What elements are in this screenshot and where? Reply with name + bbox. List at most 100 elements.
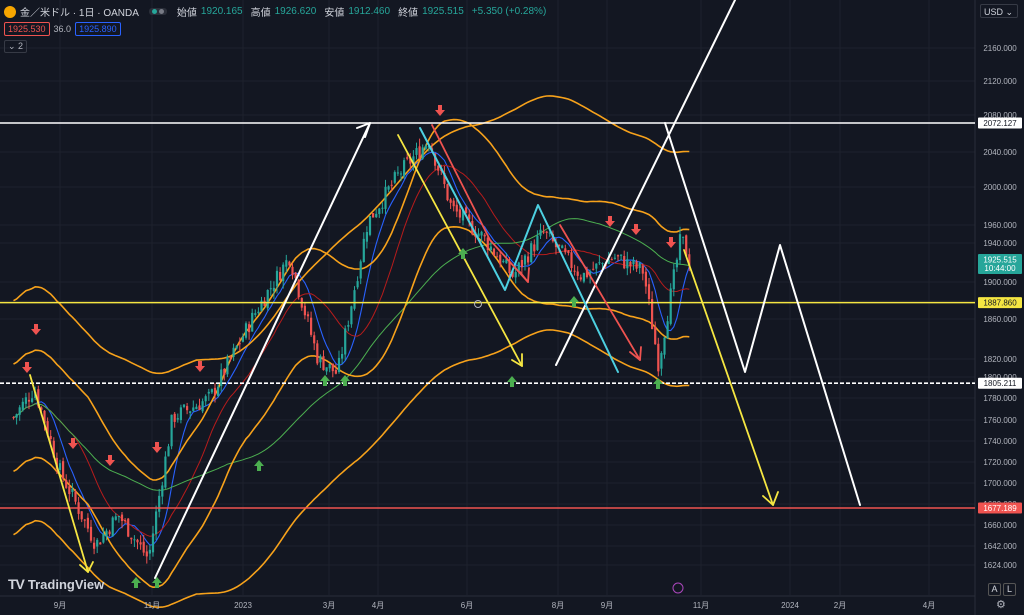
time-tick-label: 2023: [234, 601, 252, 610]
currency-select[interactable]: USD ⌄: [980, 4, 1018, 18]
candle-body: [523, 255, 527, 265]
candle-body: [601, 263, 604, 265]
candle-body: [595, 263, 598, 269]
settings-gear-icon[interactable]: ⚙: [996, 599, 1006, 611]
candle-body: [359, 261, 362, 279]
price-label: 2072.127: [983, 119, 1017, 128]
candle-body: [632, 259, 635, 265]
price-label-box: [978, 254, 1022, 274]
price-tick-label: 2000.000: [983, 183, 1017, 192]
indicator-toggle[interactable]: ⌄ 2: [4, 40, 28, 53]
candle-body: [151, 533, 155, 553]
candle-body: [275, 270, 279, 287]
buy-arrow-icon: [131, 577, 141, 588]
candle-body: [682, 236, 685, 238]
log-scale-button[interactable]: L: [1003, 583, 1016, 596]
candle-body: [486, 237, 489, 251]
candle-body: [238, 343, 241, 345]
price-axis[interactable]: 2160.000 2120.000 2080.000 2040.000 2000.000…: [978, 44, 1022, 570]
candle-body: [96, 539, 99, 547]
bid-button[interactable]: 1925.530: [4, 22, 50, 36]
close-value: 1925.515: [422, 6, 464, 17]
candle-body: [356, 281, 359, 288]
sell-arrow-icon: [152, 442, 162, 453]
candle-body: [117, 515, 120, 517]
candle-body: [306, 314, 310, 317]
candle-body: [635, 261, 638, 269]
lightning-icon: [672, 582, 684, 594]
candle-body: [288, 261, 291, 266]
candle-body: [610, 259, 613, 261]
candle-body: [102, 533, 105, 543]
bollinger-bands: [13, 95, 690, 609]
candle-body: [545, 231, 548, 233]
candle-body: [71, 488, 74, 492]
buy-arrow-icon: [340, 375, 350, 386]
candle-body: [341, 353, 344, 359]
candle-body: [434, 153, 437, 166]
spread-value: 36.0: [53, 24, 72, 34]
time-axis[interactable]: 9月 11月 2023 3月 4月 6月 8月 9月 11月 2024 2月 4月: [54, 601, 935, 610]
candle-body: [629, 261, 632, 267]
sell-arrow-icon: [195, 361, 205, 372]
price-tick-label: 1820.000: [983, 355, 1017, 364]
candle-body: [130, 537, 133, 540]
candle-body: [654, 326, 657, 345]
candle-body: [133, 539, 136, 541]
quote-row: 1925.530 36.0 1925.890: [4, 22, 121, 36]
signal-arrows: [22, 105, 684, 594]
buy-arrow-icon: [152, 577, 162, 588]
candle-body: [626, 259, 629, 269]
candle-body: [170, 414, 173, 447]
candle-body: [685, 235, 688, 256]
candle-body: [241, 336, 244, 342]
price-tick-label: 1960.000: [983, 221, 1017, 230]
candle-body: [201, 401, 204, 412]
candle-body: [570, 252, 573, 269]
forecast-zigzag: [664, 122, 861, 506]
candle-body: [40, 407, 43, 410]
sell-arrow-icon: [105, 455, 115, 466]
ask-button[interactable]: 1925.890: [75, 22, 121, 36]
time-tick-label: 2024: [781, 601, 799, 610]
candle-body: [399, 173, 403, 175]
candle-body: [142, 541, 145, 553]
candle-body: [505, 259, 508, 264]
candle-body: [223, 369, 226, 375]
price-label-box: [978, 117, 1022, 129]
brand-label: TradingView: [27, 576, 105, 592]
sell-arrow-icon: [31, 324, 41, 335]
price-label: 1805.211: [984, 379, 1017, 388]
candle-body: [452, 200, 455, 207]
candle-body: [517, 262, 520, 271]
candle-body: [232, 347, 235, 357]
candle-body: [458, 209, 461, 218]
buy-arrow-icon: [320, 375, 330, 386]
candle-body: [136, 539, 139, 543]
price-label-box: [978, 297, 1022, 309]
auto-scale-button[interactable]: A: [988, 583, 1001, 596]
candle-body: [195, 406, 198, 410]
chart-header: 金／米ドル · 1日 · OANDA 始値 1920.165 高値 1926.620…: [4, 4, 550, 19]
trend-drawings[interactable]: [29, 0, 861, 579]
candle-body: [403, 160, 406, 177]
symbol-label[interactable]: 金／米ドル · 1日 · OANDA: [20, 8, 139, 19]
candle-body: [99, 542, 102, 545]
gold-symbol-icon: [4, 5, 16, 18]
price-label: 1925.515: [983, 256, 1017, 265]
candle-body: [189, 411, 192, 413]
candle-body: [461, 210, 465, 221]
candle-body: [592, 268, 595, 270]
open-label: 始値: [176, 8, 197, 19]
indicator-count: 2: [18, 41, 24, 51]
price-tick-label: 1700.000: [983, 479, 1017, 488]
price-tick-label: 1940.000: [983, 239, 1017, 248]
candle-body: [496, 256, 499, 258]
candle-body: [644, 271, 647, 287]
candle-body: [480, 231, 483, 236]
candle-body: [58, 463, 62, 471]
candle-body: [86, 517, 89, 529]
candle-body: [297, 280, 300, 298]
candle-body: [260, 300, 263, 311]
